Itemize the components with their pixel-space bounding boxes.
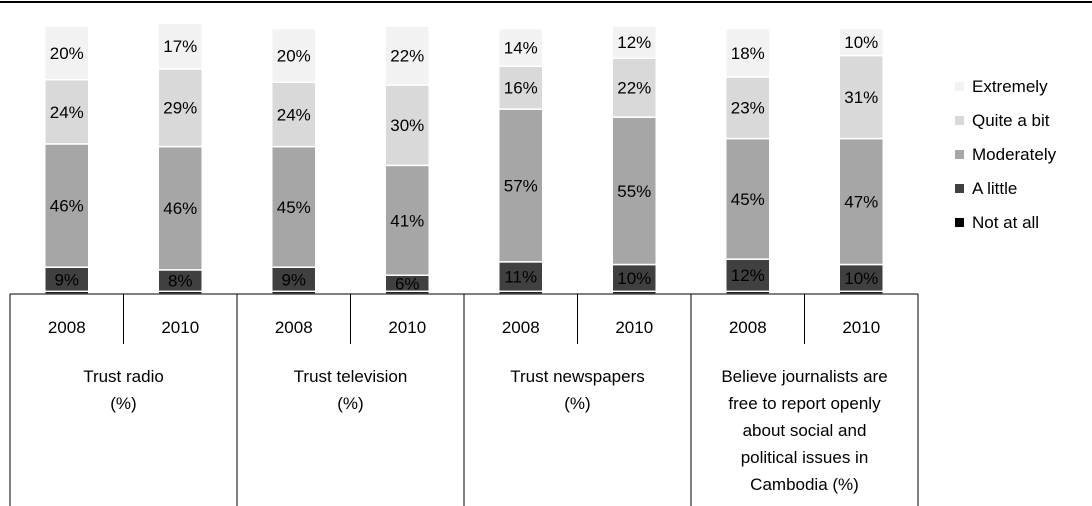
group-label: (%) [337, 394, 363, 413]
bar-segment-extremely-7 [838, 27, 884, 57]
data-label: 57% [504, 176, 538, 195]
group-label: Trust newspapers [510, 367, 644, 386]
data-label: 10% [617, 269, 651, 288]
group-label: Cambodia (%) [750, 475, 859, 494]
tick-label-year: 2008 [729, 318, 767, 337]
bar-segment-moderately-7 [838, 137, 884, 266]
tick-label-year: 2010 [842, 318, 880, 337]
bar-segment-moderately-4 [498, 108, 544, 263]
legend-label: A little [972, 179, 1017, 198]
data-label: 17% [163, 37, 197, 56]
tick-label-year: 2008 [48, 318, 86, 337]
tick-label-year: 2010 [161, 318, 199, 337]
data-label: 12% [731, 266, 765, 285]
group-label: about social and [743, 421, 867, 440]
data-label: 31% [844, 88, 878, 107]
bar-segment-quite-a-bit-7 [838, 54, 884, 140]
bar-segment-moderately-6 [725, 137, 771, 260]
data-label: 20% [277, 46, 311, 65]
tick-label-year: 2008 [275, 318, 313, 337]
data-label: 46% [50, 197, 84, 216]
bar-segment-extremely-6 [725, 27, 771, 78]
legend-swatch-moderately [955, 150, 964, 159]
data-label: 46% [163, 199, 197, 218]
bar-segment-extremely-4 [498, 27, 544, 67]
data-label: 23% [731, 99, 765, 118]
data-label: 9% [281, 270, 306, 289]
legend-label: Moderately [972, 145, 1057, 164]
bar-segment-quite-a-bit-1 [157, 68, 203, 148]
data-label: 12% [617, 33, 651, 52]
data-label: 9% [54, 270, 79, 289]
legend-swatch-quite-a-bit [955, 116, 964, 125]
data-label: 18% [731, 44, 765, 63]
data-label: 14% [504, 38, 538, 57]
bar-segment-extremely-2 [271, 27, 317, 84]
tick-label-year: 2010 [388, 318, 426, 337]
data-label: 6% [395, 274, 420, 293]
bar-segment-a-little-6 [725, 258, 771, 293]
legend-label: Extremely [972, 77, 1048, 96]
bar-segment-quite-a-bit-5 [611, 57, 657, 118]
data-label: 24% [277, 105, 311, 124]
legend-swatch-extremely [955, 82, 964, 91]
group-label: Trust radio [83, 367, 164, 386]
legend-swatch-a-little [955, 184, 964, 193]
group-label: (%) [110, 394, 136, 413]
data-label: 45% [731, 190, 765, 209]
bars-layer: 9% 46% 24% 20% 8% 46% 29% 17% 9% 45% 24% 20% 6% 41% 30… [44, 22, 884, 295]
bar-segment-a-little-7 [838, 263, 884, 293]
bar-segment-moderately-0 [44, 143, 90, 268]
data-label: 22% [390, 46, 424, 65]
legend-swatch-not-at-all [955, 218, 964, 227]
group-label: Believe journalists are [721, 367, 887, 386]
data-label: 45% [277, 198, 311, 217]
data-label: 24% [50, 103, 84, 122]
data-label: 10% [844, 33, 878, 52]
group-label: Trust television [294, 367, 408, 386]
data-label: 22% [617, 79, 651, 98]
data-label: 55% [617, 182, 651, 201]
bar-segment-extremely-0 [44, 25, 90, 81]
bar-segment-moderately-2 [271, 145, 317, 268]
bar-segment-a-little-4 [498, 261, 544, 293]
tick-label-year: 2008 [502, 318, 540, 337]
bar-segment-a-little-5 [611, 263, 657, 293]
bar-segment-quite-a-bit-2 [271, 81, 317, 148]
bar-segment-extremely-3 [384, 25, 430, 86]
data-label: 8% [168, 272, 193, 291]
bar-segment-extremely-5 [611, 25, 657, 59]
bar-segment-extremely-1 [157, 22, 203, 70]
data-label: 20% [50, 44, 84, 63]
bar-segment-a-little-2 [271, 266, 317, 293]
data-label: 16% [504, 79, 538, 98]
group-label: free to report openly [728, 394, 881, 413]
tick-label-year: 2010 [615, 318, 653, 337]
data-label: 41% [390, 211, 424, 230]
legend: Extremely Quite a bit Moderately A little No… [955, 77, 1057, 232]
legend-label: Quite a bit [972, 111, 1050, 130]
bar-segment-quite-a-bit-6 [725, 76, 771, 140]
group-label: (%) [564, 394, 590, 413]
bar-segment-moderately-1 [157, 145, 203, 271]
data-label: 11% [504, 268, 537, 287]
data-label: 29% [163, 99, 197, 118]
data-label: 47% [844, 193, 878, 212]
legend-label: Not at all [972, 213, 1039, 232]
data-label: 30% [390, 116, 424, 135]
bar-segment-quite-a-bit-3 [384, 84, 430, 167]
bar-segment-quite-a-bit-0 [44, 78, 90, 145]
group-label: political issues in [741, 448, 869, 467]
data-label: 10% [844, 269, 878, 288]
